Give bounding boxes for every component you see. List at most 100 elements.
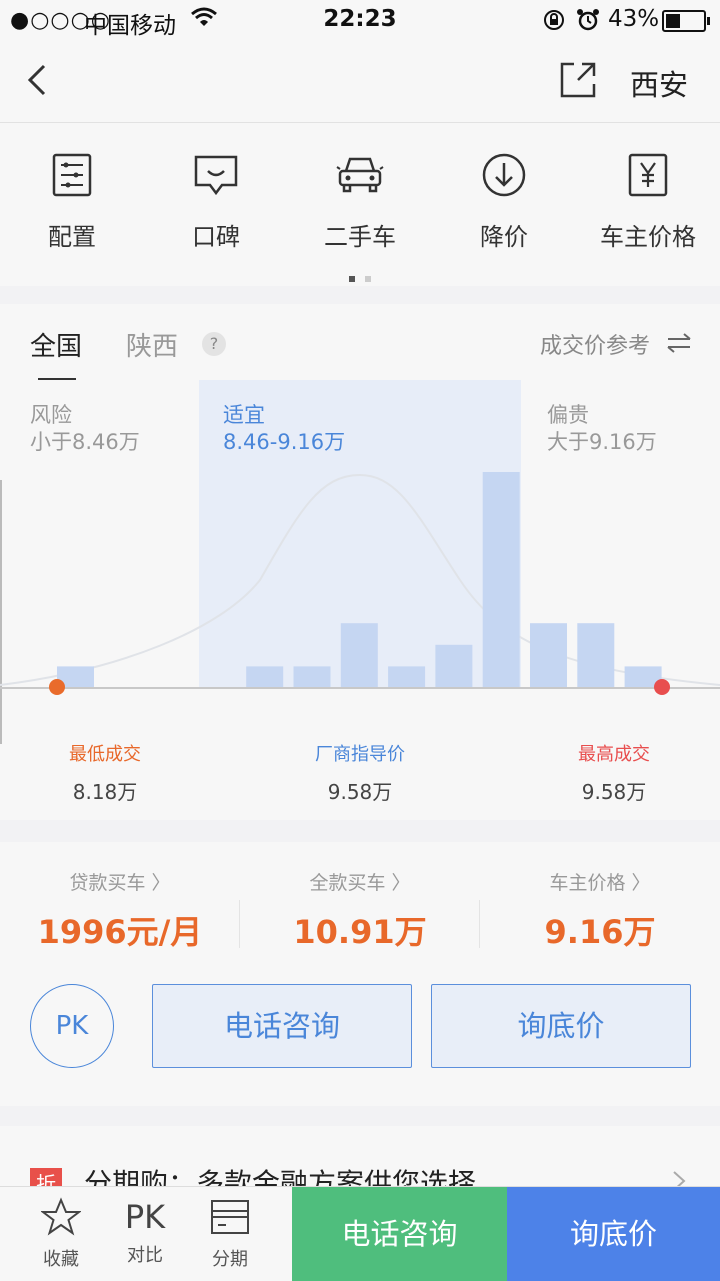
pk-compare-button[interactable]: PK: [30, 984, 114, 1068]
highest-label: 最高成交: [578, 744, 650, 765]
loan-purchase[interactable]: 贷款买车 〉 1996元/月: [0, 868, 240, 953]
guide-value: 9.58万: [327, 780, 393, 804]
loan-value: 1996元/月: [37, 913, 203, 951]
inquire-price-button[interactable]: 询底价: [431, 984, 691, 1068]
config-icon: [52, 153, 92, 197]
menu-item-used-car[interactable]: 二手车: [300, 151, 420, 252]
pk-icon: PK: [124, 1198, 166, 1236]
histogram-bar: [293, 666, 331, 688]
loan-title: 贷款买车 〉: [69, 872, 171, 894]
switch-arrows-icon[interactable]: [666, 332, 692, 354]
histogram-bar: [340, 623, 378, 688]
divider: [239, 900, 240, 948]
signal-strength: ●○○○○: [10, 8, 111, 33]
status-bar: ●○○○○ 中国移动 22:23 43%: [0, 0, 720, 40]
highest-transaction: 最高成交 9.58万: [539, 740, 689, 805]
region-tabs: 全国 陕西 ? 成交价参考: [0, 304, 720, 380]
owner-value: 9.16万: [544, 913, 656, 951]
zone-fair-range: 8.46-9.16万: [223, 430, 346, 454]
compare-button[interactable]: PK 对比: [110, 1197, 180, 1267]
owner-price-icon: [628, 153, 668, 197]
zone-fair-title: 适宜: [223, 403, 265, 427]
price-distribution-panel: 全国 陕西 ? 成交价参考 风险 小于8.46万 适宜 8.46-9.16万: [0, 304, 720, 820]
star-icon: [40, 1197, 82, 1236]
favorite-button[interactable]: 收藏: [26, 1197, 96, 1271]
full-purchase[interactable]: 全款买车 〉 10.91万: [240, 868, 480, 953]
menu-item-owner-price[interactable]: 车主价格: [588, 151, 708, 252]
installment-button[interactable]: 分期: [195, 1197, 265, 1271]
histogram-bar: [530, 623, 567, 688]
zone-expensive-range: 大于9.16万: [547, 430, 657, 454]
guide-price: 厂商指导价 9.58万: [285, 740, 435, 805]
histogram-bar: [482, 472, 520, 688]
menu-item-reviews[interactable]: 口碑: [156, 151, 276, 252]
owner-title: 车主价格 〉: [549, 872, 651, 894]
installment-label: 分期: [212, 1249, 248, 1270]
price-options: 贷款买车 〉 1996元/月 全款买车 〉 10.91万 车主价格 〉 9.16…: [0, 842, 720, 1106]
bottom-phone-consult-button[interactable]: 电话咨询: [292, 1187, 507, 1281]
zone-expensive: 偏贵 大于9.16万: [547, 402, 657, 456]
used-car-icon: [336, 157, 384, 193]
distribution-curve: [0, 473, 720, 686]
zone-risk-range: 小于8.46万: [30, 430, 140, 454]
phone-consult-button[interactable]: 电话咨询: [152, 984, 412, 1068]
reference-label[interactable]: 成交价参考: [540, 334, 651, 359]
card-icon: [211, 1200, 249, 1234]
help-icon[interactable]: ?: [202, 332, 226, 356]
full-value: 10.91万: [293, 913, 427, 951]
divider: [479, 900, 480, 948]
zone-fair: 适宜 8.46-9.16万: [223, 402, 345, 456]
battery-icon: [662, 10, 710, 32]
menu-label: 降价: [480, 223, 528, 251]
menu-label: 车主价格: [600, 223, 696, 251]
rotation-lock-icon: [544, 10, 564, 30]
page-dot: [365, 276, 371, 282]
menu-item-config[interactable]: 配置: [12, 151, 132, 252]
city-selector[interactable]: 西安: [630, 68, 689, 102]
histogram-bar: [624, 666, 662, 688]
price-drop-icon: [482, 153, 526, 197]
back-arrow-icon[interactable]: [22, 60, 62, 100]
zone-risk: 风险 小于8.46万: [30, 402, 140, 456]
bottom-action-bar: 收藏 PK 对比 分期 电话咨询 询底价: [0, 1186, 720, 1281]
battery-percent: 43%: [608, 6, 660, 32]
menu-label: 口碑: [192, 223, 240, 251]
highest-value: 9.58万: [581, 780, 647, 804]
tab-national[interactable]: 全国: [30, 332, 83, 362]
menu-label: 二手车: [324, 223, 396, 251]
lowest-price-dot: [49, 679, 65, 695]
histogram-bar: [57, 666, 94, 688]
nav-bar: 西安: [0, 40, 720, 123]
wifi-icon: [191, 7, 217, 26]
tab-shaanxi[interactable]: 陕西: [126, 332, 179, 362]
menu-label: 配置: [48, 223, 96, 251]
full-title: 全款买车 〉: [309, 872, 411, 894]
guide-label: 厂商指导价: [315, 744, 405, 765]
clock: 22:23: [323, 6, 397, 32]
histogram-bar: [246, 666, 284, 688]
lowest-label: 最低成交: [69, 744, 141, 765]
compare-label: 对比: [127, 1245, 163, 1266]
page-indicator: [0, 267, 720, 286]
lowest-transaction: 最低成交 8.18万: [30, 740, 180, 805]
histogram-bar: [388, 666, 426, 688]
histogram-bar: [577, 623, 615, 688]
highest-price-dot: [654, 679, 670, 695]
histogram-bar: [435, 644, 473, 688]
menu-item-price-drop[interactable]: 降价: [444, 151, 564, 252]
alarm-icon: [577, 9, 599, 31]
zone-risk-title: 风险: [30, 403, 72, 427]
carrier-name: 中国移动: [84, 13, 176, 39]
share-icon[interactable]: [556, 58, 600, 102]
zone-expensive-title: 偏贵: [547, 403, 589, 427]
bottom-inquire-price-button[interactable]: 询底价: [507, 1187, 720, 1281]
favorite-label: 收藏: [43, 1249, 79, 1270]
tab-underline: [38, 378, 76, 380]
page-dot-active: [349, 276, 355, 282]
price-chart: 风险 小于8.46万 适宜 8.46-9.16万 偏贵 大于9.16万 最低成交…: [0, 380, 720, 820]
owner-price[interactable]: 车主价格 〉 9.16万: [480, 868, 720, 953]
lowest-value: 8.18万: [72, 780, 138, 804]
reviews-icon: [194, 155, 238, 196]
price-histogram: [0, 380, 720, 744]
quick-menu: 配置 口碑 二手车 降价 车主价格: [0, 123, 720, 286]
